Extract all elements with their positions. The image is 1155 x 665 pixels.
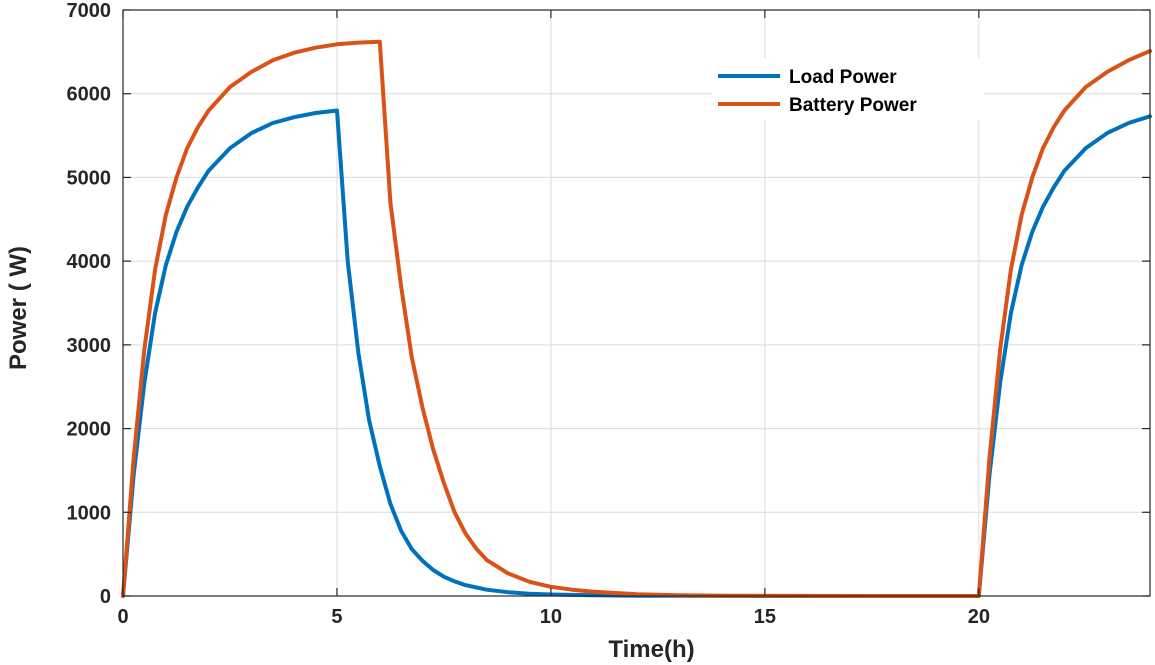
y-axis-label: Power ( W) (5, 246, 32, 370)
legend-label-load-power: Load Power (789, 67, 897, 88)
y-tick-label: 1000 (67, 502, 112, 524)
legend-label-battery-power: Battery Power (789, 95, 917, 116)
series-line-load-power (121, 108, 1152, 598)
plot-area-frame (122, 9, 1151, 597)
x-tick-label: 15 (754, 606, 776, 628)
x-tick-label: 10 (540, 606, 562, 628)
x-axis-label: Time(h) (608, 636, 694, 663)
axis-ticks (122, 9, 1150, 597)
x-tick-label: 0 (117, 606, 128, 628)
y-tick-label: 3000 (67, 335, 112, 357)
series-lines (121, 39, 1152, 598)
x-tick-label: 5 (331, 606, 342, 628)
y-tick-label: 4000 (67, 251, 112, 273)
legend-background (712, 58, 984, 120)
y-tick-label: 6000 (67, 84, 112, 106)
y-tick-label: 0 (100, 586, 111, 608)
y-tick-label: 7000 (67, 0, 112, 22)
y-tick-label: 2000 (67, 419, 112, 441)
legend: Load Power Battery Power (712, 58, 984, 120)
x-tick-label: 20 (968, 606, 990, 628)
axis-tick-labels: 0 5 10 15 20 0 1000 2000 3000 4000 5000 6000 7000 (67, 0, 990, 628)
y-tick-label: 5000 (67, 167, 112, 189)
series-line-battery-power (121, 39, 1152, 598)
